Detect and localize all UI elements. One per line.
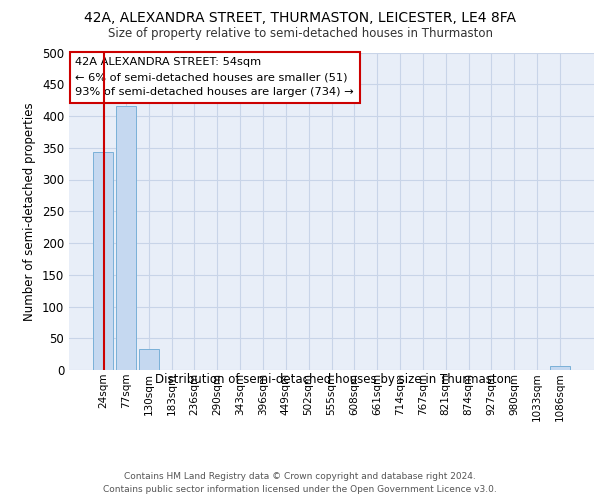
Bar: [550, 366, 570, 370]
Bar: [139, 349, 159, 370]
Bar: [116, 106, 136, 370]
Text: 42A ALEXANDRA STREET: 54sqm
← 6% of semi-detached houses are smaller (51)
93% of: 42A ALEXANDRA STREET: 54sqm ← 6% of semi…: [76, 58, 354, 97]
Text: Contains HM Land Registry data © Crown copyright and database right 2024.: Contains HM Land Registry data © Crown c…: [124, 472, 476, 481]
Text: Size of property relative to semi-detached houses in Thurmaston: Size of property relative to semi-detach…: [107, 28, 493, 40]
Bar: [93, 152, 113, 370]
Text: 42A, ALEXANDRA STREET, THURMASTON, LEICESTER, LE4 8FA: 42A, ALEXANDRA STREET, THURMASTON, LEICE…: [84, 11, 516, 25]
Text: Contains public sector information licensed under the Open Government Licence v3: Contains public sector information licen…: [103, 485, 497, 494]
Text: Distribution of semi-detached houses by size in Thurmaston: Distribution of semi-detached houses by …: [155, 372, 511, 386]
Y-axis label: Number of semi-detached properties: Number of semi-detached properties: [23, 102, 37, 320]
